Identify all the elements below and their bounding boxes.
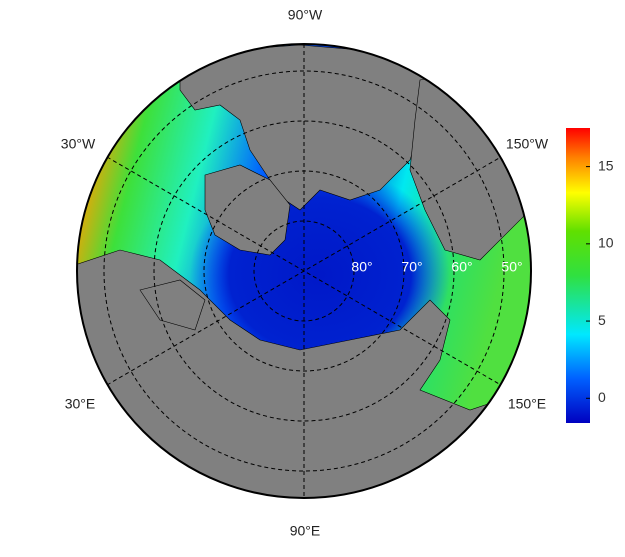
latitude-label: 80° bbox=[351, 259, 372, 275]
colorbar-tick-label: 5 bbox=[598, 312, 606, 328]
longitude-label: 30°W bbox=[61, 136, 96, 152]
land bbox=[77, 44, 531, 498]
longitude-label: 30°E bbox=[65, 396, 96, 412]
latitude-labels: 80° 70° 60° 50° bbox=[351, 259, 522, 275]
graticule bbox=[103, 44, 505, 498]
colorbar-tick-label: 0 bbox=[598, 389, 606, 405]
latitude-label: 70° bbox=[401, 259, 422, 275]
colorbar-tick-label: 15 bbox=[598, 157, 614, 173]
latitude-label: 60° bbox=[451, 259, 472, 275]
colorbar-tick-label: 10 bbox=[598, 235, 614, 251]
longitude-label: 150°W bbox=[506, 136, 549, 152]
map-disc bbox=[77, 44, 531, 498]
longitude-label: 150°E bbox=[508, 396, 546, 412]
colorbar bbox=[566, 128, 590, 423]
longitude-labels: 90°W 30°W 150°W 30°E 150°E 90°E bbox=[61, 7, 549, 539]
longitude-label: 90°W bbox=[288, 7, 323, 23]
latitude-label: 50° bbox=[501, 259, 522, 275]
colorbar-ticks: 0 5 10 15 bbox=[586, 157, 614, 405]
map-border bbox=[76, 43, 532, 499]
longitude-label: 90°E bbox=[290, 523, 321, 539]
